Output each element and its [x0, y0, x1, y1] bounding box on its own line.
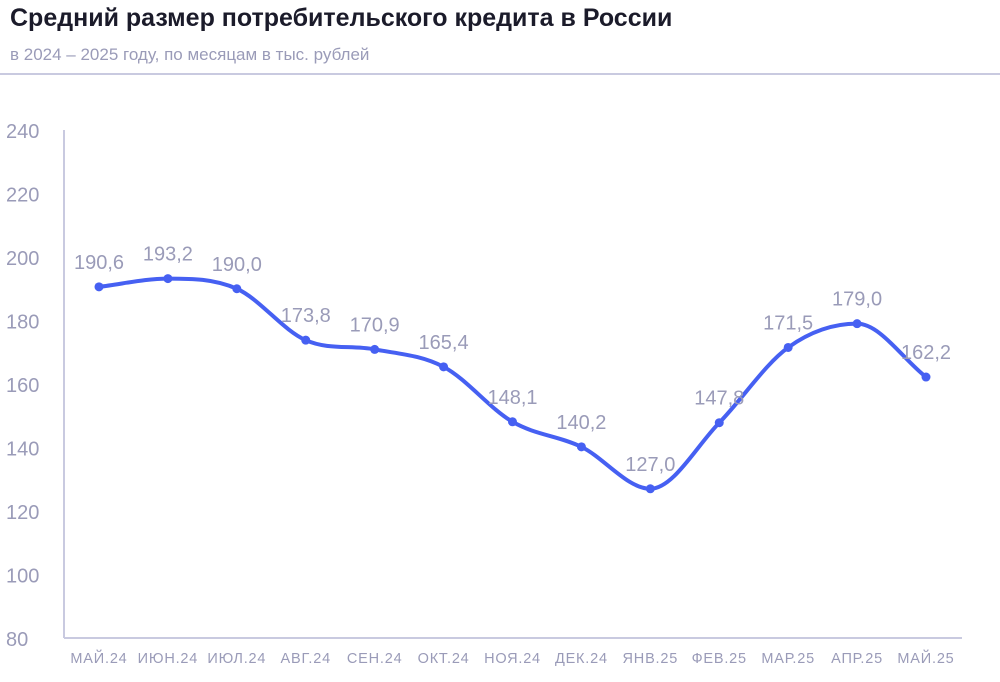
data-point: [163, 274, 173, 284]
data-label: 127,0: [625, 454, 675, 476]
data-label: 171,5: [763, 312, 813, 334]
data-label: 147,8: [694, 388, 744, 410]
series-line: [97, 276, 928, 491]
x-tick-label: АПР.25: [831, 651, 883, 667]
data-label: 190,0: [212, 254, 262, 276]
data-point: [370, 344, 380, 354]
data-label: 165,4: [419, 332, 469, 354]
y-tick-label: 120: [6, 502, 39, 524]
data-label: 162,2: [901, 342, 951, 364]
data-label: 170,9: [350, 314, 400, 336]
data-point: [921, 372, 931, 382]
y-axis-ticks: 80 100 120 140 160 180 200 220 240: [6, 121, 39, 651]
data-label: 148,1: [487, 387, 537, 409]
data-label: 173,8: [281, 305, 331, 327]
chart-axes: [63, 130, 962, 639]
data-point: [301, 335, 311, 345]
x-tick-label: АВГ.24: [281, 651, 331, 667]
data-point: [576, 442, 586, 452]
y-tick-label: 140: [6, 439, 39, 461]
x-tick-label: НОЯ.24: [484, 651, 541, 667]
x-axis-ticks: МАЙ.24 ИЮН.24 ИЮЛ.24 АВГ.24 СЕН.24 ОКТ.24 НОЯ.…: [70, 649, 954, 667]
data-labels: 190,6 193,2 190,0 173,8 170,9 165,4 148,1 140,2…: [74, 244, 951, 476]
data-point: [783, 342, 793, 352]
data-point: [232, 284, 242, 294]
data-point: [714, 418, 724, 428]
data-label: 140,2: [556, 412, 606, 434]
y-tick-label: 80: [6, 629, 28, 651]
data-point: [508, 417, 517, 427]
header-divider: [0, 73, 1000, 75]
data-point: [852, 319, 862, 329]
y-tick-label: 100: [6, 566, 39, 588]
y-tick-label: 220: [6, 185, 39, 207]
data-series: [94, 274, 931, 494]
data-point: [94, 282, 104, 292]
x-tick-label: ОКТ.24: [418, 651, 470, 667]
y-tick-label: 200: [6, 248, 39, 270]
data-label: 193,2: [143, 244, 193, 266]
x-tick-label: ЯНВ.25: [623, 651, 679, 667]
x-tick-label: МАЙ.25: [897, 649, 954, 667]
x-tick-label: ИЮН.24: [138, 651, 199, 667]
chart-title: Средний размер потребительского кредита …: [10, 4, 673, 32]
x-tick-label: ДЕК.24: [555, 651, 608, 667]
x-tick-label: СЕН.24: [347, 651, 403, 667]
data-label: 179,0: [832, 289, 882, 311]
x-tick-label: ФЕВ.25: [692, 651, 747, 667]
data-point: [645, 484, 655, 494]
x-tick-label: ИЮЛ.24: [207, 651, 266, 667]
chart-subtitle: в 2024 – 2025 году, по месяцам в тыс. ру…: [10, 45, 370, 64]
y-tick-label: 240: [6, 121, 39, 143]
y-tick-label: 160: [6, 375, 39, 397]
data-label: 190,6: [74, 252, 124, 274]
data-point: [439, 362, 449, 372]
x-tick-label: МАЙ.24: [70, 649, 127, 667]
x-tick-label: МАР.25: [761, 651, 815, 667]
y-tick-label: 180: [6, 312, 39, 334]
